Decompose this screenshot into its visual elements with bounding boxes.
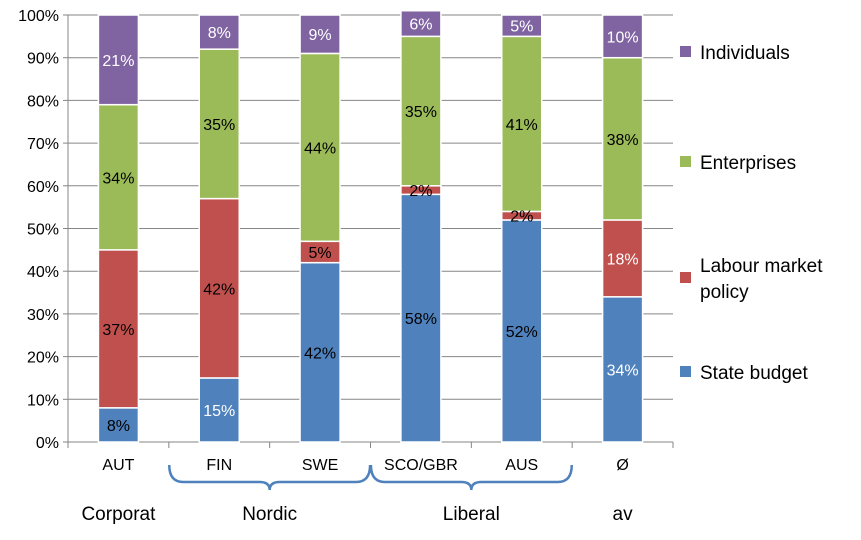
y-tick-label: 40% <box>27 264 59 281</box>
x-tick-label: AUT <box>102 457 134 474</box>
legend-label: State budget <box>700 363 808 384</box>
data-label: 8% <box>107 418 130 435</box>
bar-segment-individuals <box>198 14 240 50</box>
bar-segment-state-budget <box>400 193 442 443</box>
x-tick-label: FIN <box>206 457 232 474</box>
y-tick-label: 90% <box>27 51 59 68</box>
data-label: 41% <box>506 117 538 134</box>
data-label: 15% <box>203 403 235 420</box>
y-tick-label: 30% <box>27 307 59 324</box>
data-label: 42% <box>304 345 336 362</box>
group-label: av <box>613 504 634 525</box>
x-tick-label: SWE <box>302 457 338 474</box>
x-tick-label: AUS <box>505 457 538 474</box>
bar-segment-enterprises <box>601 56 644 221</box>
bar-segment-state-budget <box>299 261 341 443</box>
bar-segment-labour-market-policy <box>198 197 240 379</box>
group-label: Liberal <box>443 504 500 525</box>
legend-swatch <box>680 46 691 57</box>
data-label: 34% <box>607 362 639 379</box>
data-label: 38% <box>607 132 639 149</box>
data-label: 35% <box>405 104 437 121</box>
legend-swatch <box>680 156 691 167</box>
bar-segment-labour-market-policy <box>601 219 644 298</box>
data-label: 34% <box>102 170 134 187</box>
bar-segment-enterprises <box>501 35 543 213</box>
bar-segment-individuals <box>97 14 140 106</box>
bar-segment-labour-market-policy <box>97 249 140 409</box>
group-bracket <box>168 464 372 491</box>
y-tick-label: 10% <box>27 392 59 409</box>
data-label: 8% <box>208 25 231 42</box>
legend-label: Labour market <box>700 256 823 277</box>
data-label: 2% <box>510 209 533 226</box>
legend-label: Individuals <box>700 43 790 64</box>
bar-segment-enterprises <box>97 103 140 251</box>
data-label: 6% <box>409 17 432 34</box>
group-bracket <box>369 464 573 491</box>
y-tick-label: 100% <box>18 8 59 25</box>
legend-swatch <box>680 366 691 377</box>
data-label: 9% <box>309 27 332 44</box>
data-label: 37% <box>102 322 134 339</box>
bar-segment-individuals <box>299 14 341 55</box>
y-tick-label: 0% <box>36 435 59 452</box>
data-label: 35% <box>203 117 235 134</box>
y-tick-label: 70% <box>27 136 59 153</box>
data-label: 5% <box>510 19 533 36</box>
bar-segment-enterprises <box>400 35 442 187</box>
bar-segment-individuals <box>400 9 442 38</box>
data-label: 42% <box>203 281 235 298</box>
legend-label: policy <box>700 282 749 303</box>
y-tick-label: 80% <box>27 93 59 110</box>
legend-label: Enterprises <box>700 153 796 174</box>
data-label: 2% <box>409 183 432 200</box>
x-tick-label: Ø <box>616 457 628 474</box>
group-label: Corporat <box>81 504 156 525</box>
group-label: Nordic <box>242 504 297 525</box>
y-tick-label: 20% <box>27 350 59 367</box>
bar-segment-enterprises <box>198 48 240 200</box>
bar-segment-individuals <box>501 14 543 38</box>
x-tick-label: SCO/GBR <box>384 457 458 474</box>
bar-segment-state-budget <box>501 219 543 443</box>
y-tick-label: 50% <box>27 222 59 239</box>
bar-segment-individuals <box>601 14 644 59</box>
data-label: 5% <box>309 245 332 262</box>
data-label: 10% <box>607 29 639 46</box>
data-label: 52% <box>506 324 538 341</box>
y-tick-label: 60% <box>27 179 59 196</box>
data-label: 44% <box>304 140 336 157</box>
legend-swatch <box>680 272 691 283</box>
data-label: 21% <box>102 53 134 70</box>
data-label: 58% <box>405 311 437 328</box>
data-label: 18% <box>607 251 639 268</box>
